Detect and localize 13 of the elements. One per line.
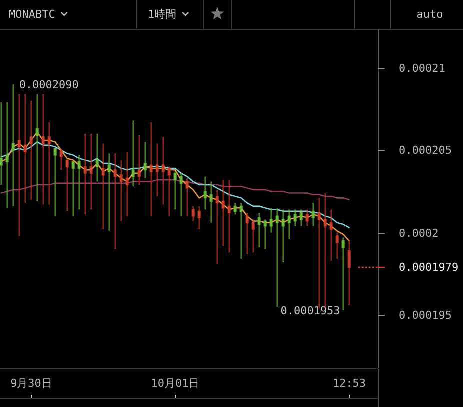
title: MONABTC [9, 8, 56, 22]
ytick: 0.000195 [399, 309, 452, 322]
subtitle: 1時間 [148, 8, 177, 22]
annotation: 0.0001979 [399, 261, 459, 274]
annotation: 0.0002090 [19, 78, 79, 92]
ytick: 0.0002 [399, 227, 439, 240]
xtick: 12:53 [332, 377, 366, 390]
ytick: 0.000205 [399, 144, 452, 158]
annotation: 0.0001953 [280, 304, 340, 318]
xtick: 10月01日 [151, 377, 200, 390]
ytick: 0.00021 [399, 62, 446, 76]
annotation: auto [416, 8, 444, 22]
xtick: 9月30日 [10, 377, 52, 390]
